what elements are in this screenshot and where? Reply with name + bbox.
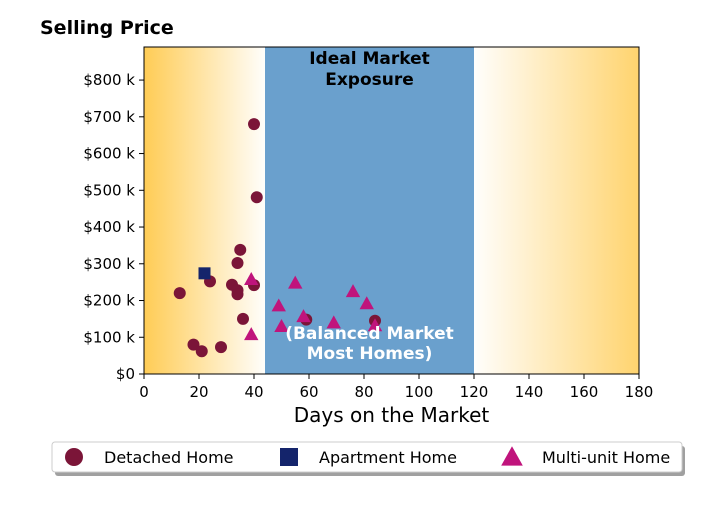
chart-title: Selling Price — [40, 17, 174, 39]
multi-unit-home-point — [244, 327, 259, 341]
annotation-balanced-line-2: Most Homes) — [307, 344, 433, 364]
x-tick-label: 0 — [139, 383, 149, 401]
detached-home-point — [173, 287, 186, 300]
y-tick-label: $800 k — [83, 71, 135, 89]
legend-marker-apartment-home — [280, 448, 298, 466]
x-tick-label: 160 — [570, 383, 599, 401]
x-axis: 0 20 40 60 80 100 120 140 160 180 — [139, 374, 653, 401]
y-tick-label: $100 k — [83, 328, 135, 346]
y-tick-label: $600 k — [83, 145, 135, 163]
apartment-home-point — [198, 267, 211, 280]
multi-unit-home-point — [288, 275, 303, 289]
x-tick-label: 180 — [625, 383, 654, 401]
x-tick-label: 100 — [405, 383, 434, 401]
plot-area: Ideal Market Exposure (Balanced Market M… — [143, 46, 640, 375]
annotation-ideal-line-2: Exposure — [325, 70, 414, 90]
y-tick-label: $300 k — [83, 255, 135, 273]
detached-home-point — [237, 312, 249, 325]
detached-home-point — [231, 288, 244, 301]
y-tick-label: $700 k — [83, 108, 135, 126]
x-axis-label: Days on the Market — [294, 403, 490, 427]
legend-label-apartment-home: Apartment Home — [319, 448, 457, 467]
detached-home-point — [248, 118, 260, 131]
legend-marker-multi-unit-home — [501, 446, 523, 466]
data-points — [173, 118, 383, 358]
multi-unit-home-point — [296, 309, 311, 323]
x-tick-label: 20 — [189, 383, 208, 401]
detached-home-point — [231, 257, 244, 270]
x-tick-label: 120 — [460, 383, 489, 401]
multi-unit-home-point — [271, 298, 286, 312]
y-tick-label: $200 k — [83, 292, 135, 310]
multi-unit-home-point — [244, 272, 259, 285]
multi-unit-home-point — [326, 315, 341, 329]
x-tick-label: 80 — [354, 383, 373, 401]
y-tick-label: $500 k — [83, 181, 135, 199]
annotation-ideal-line-1: Ideal Market — [309, 49, 430, 69]
legend-marker-detached-home — [65, 448, 83, 466]
annotation-balanced-line-1: (Balanced Market — [285, 324, 454, 344]
detached-home-point — [195, 345, 208, 358]
detached-home-point — [234, 243, 247, 256]
detached-home-point — [187, 338, 200, 351]
multi-unit-home-point — [359, 296, 374, 310]
legend-label-multi-unit-home: Multi-unit Home — [542, 448, 670, 467]
detached-home-point — [250, 191, 263, 204]
y-tick-label: $400 k — [83, 218, 135, 236]
y-tick-label: $0 — [116, 365, 135, 383]
multi-unit-home-point — [345, 284, 361, 298]
multi-unit-home-point — [367, 318, 383, 332]
legend-box — [51, 441, 683, 473]
multi-unit-home-point — [274, 319, 289, 332]
x-tick-label: 40 — [244, 383, 263, 401]
detached-home-point — [215, 341, 227, 354]
legend: Detached Home Apartment Home Multi-unit Ho… — [51, 441, 685, 476]
x-tick-label: 140 — [515, 383, 544, 401]
x-tick-label: 60 — [299, 383, 318, 401]
legend-label-detached-home: Detached Home — [104, 448, 234, 467]
y-axis: $0 $100 k $200 k $300 k $400 k $500 k $600 k $7… — [83, 71, 144, 383]
plot-frame — [143, 46, 640, 375]
